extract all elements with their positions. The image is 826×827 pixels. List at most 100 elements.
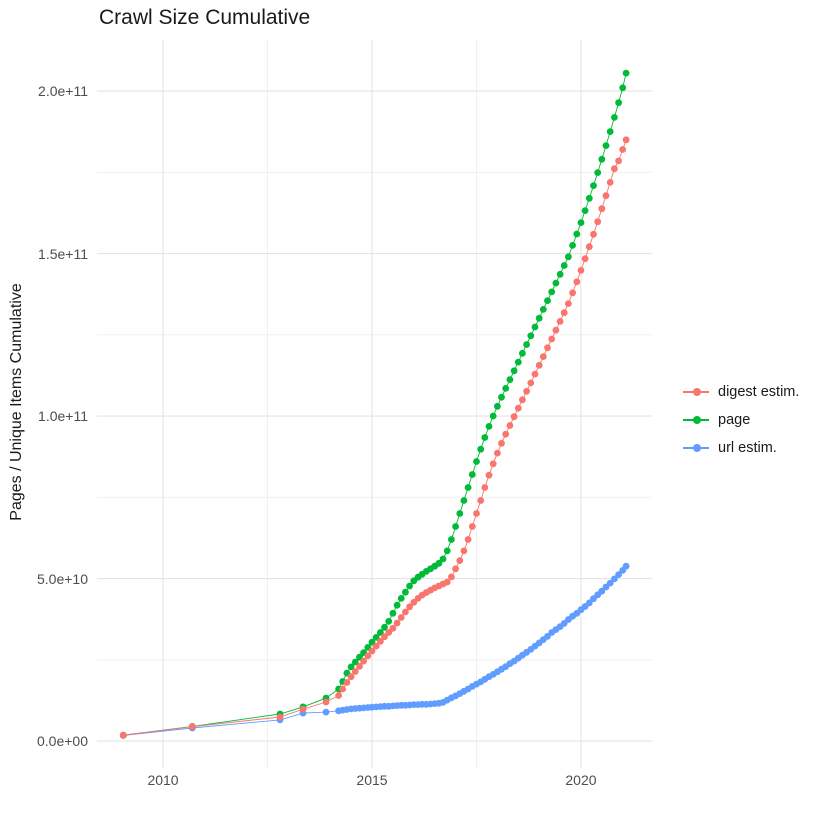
data-point [448, 536, 455, 543]
data-point [569, 242, 576, 249]
series-digest-estim [119, 136, 630, 739]
data-point [510, 413, 518, 421]
data-point [527, 332, 535, 340]
data-point [598, 205, 606, 213]
data-point [188, 723, 196, 731]
data-point [615, 99, 622, 107]
data-point [539, 306, 547, 313]
data-point [464, 536, 472, 543]
y-tick-label: 0.0e+00 [37, 733, 88, 750]
data-point [585, 599, 593, 607]
data-point [372, 642, 380, 650]
data-point [622, 136, 630, 144]
data-point [606, 128, 614, 136]
y-tick-label: 1.0e+11 [38, 408, 88, 425]
data-point [389, 624, 397, 632]
data-point [523, 387, 530, 395]
data-point [577, 219, 585, 227]
data-point [339, 685, 347, 693]
data-point [389, 609, 397, 617]
data-point [477, 497, 485, 504]
data-point [615, 157, 622, 165]
data-point [611, 114, 618, 121]
data-point [590, 230, 597, 238]
data-point [473, 458, 480, 465]
legend-label: digest estim. [718, 383, 800, 400]
data-point [485, 423, 493, 430]
y-tick-label: 5.0e+10 [37, 570, 88, 587]
data-point [481, 434, 489, 441]
data-point [385, 618, 393, 625]
data-point [299, 705, 307, 713]
data-point [606, 179, 614, 186]
data-point [456, 510, 464, 517]
data-point [489, 412, 497, 420]
data-point [619, 146, 627, 153]
data-point [581, 207, 589, 215]
x-tick-label: 2015 [356, 772, 388, 788]
data-point [519, 349, 526, 357]
data-point [485, 471, 493, 479]
data-point [351, 658, 359, 666]
data-point [364, 652, 372, 660]
data-point [556, 318, 564, 325]
data-point [531, 370, 539, 378]
data-point [602, 142, 610, 150]
data-point [556, 270, 564, 278]
data-point [464, 484, 472, 491]
data-point [594, 218, 602, 226]
data-point [622, 69, 630, 77]
data-point [335, 692, 342, 699]
data-point [460, 497, 468, 504]
data-point [615, 571, 622, 578]
data-point [602, 192, 610, 200]
data-point [569, 289, 576, 297]
data-point [473, 510, 480, 517]
data-point [377, 629, 384, 636]
data-point [611, 165, 618, 173]
data-point [585, 194, 593, 202]
data-point [443, 578, 451, 586]
legend-dot-icon [692, 415, 701, 424]
data-point [385, 629, 393, 636]
data-point [498, 439, 505, 447]
data-point [573, 230, 581, 238]
data-point [494, 449, 501, 457]
legend-label: page [718, 411, 751, 428]
data-point [456, 557, 464, 564]
data-point [535, 314, 543, 322]
x-tick-label: 2020 [565, 772, 597, 788]
data-point [406, 603, 413, 611]
data-point [523, 341, 530, 348]
legend-dot-icon [692, 443, 701, 452]
y-axis-title: Pages / Unique Items Cumulative [8, 283, 25, 521]
legend-key-icon [683, 383, 709, 400]
legend-item-page: page [683, 411, 799, 428]
data-point [489, 460, 497, 468]
data-point [393, 601, 401, 609]
data-point [552, 326, 560, 334]
data-point [448, 573, 455, 581]
data-point [452, 565, 459, 573]
data-point [443, 547, 451, 555]
data-point [393, 619, 401, 627]
data-point [494, 402, 501, 410]
data-point [397, 614, 405, 621]
data-point [539, 353, 547, 360]
data-point [548, 288, 556, 296]
legend-item-digest-estim: digest estim. [683, 383, 799, 400]
data-point [606, 579, 614, 587]
legend-label: url estim. [718, 439, 777, 456]
y-tick-label: 2.0e+11 [38, 83, 88, 100]
data-point [119, 731, 127, 739]
data-point [573, 278, 581, 286]
data-point [585, 243, 593, 251]
data-point [590, 182, 597, 190]
data-point [435, 559, 443, 567]
data-point [439, 555, 447, 563]
data-point [510, 367, 518, 375]
legend: digest estim. page url estim. [683, 383, 799, 456]
data-point [322, 708, 330, 716]
